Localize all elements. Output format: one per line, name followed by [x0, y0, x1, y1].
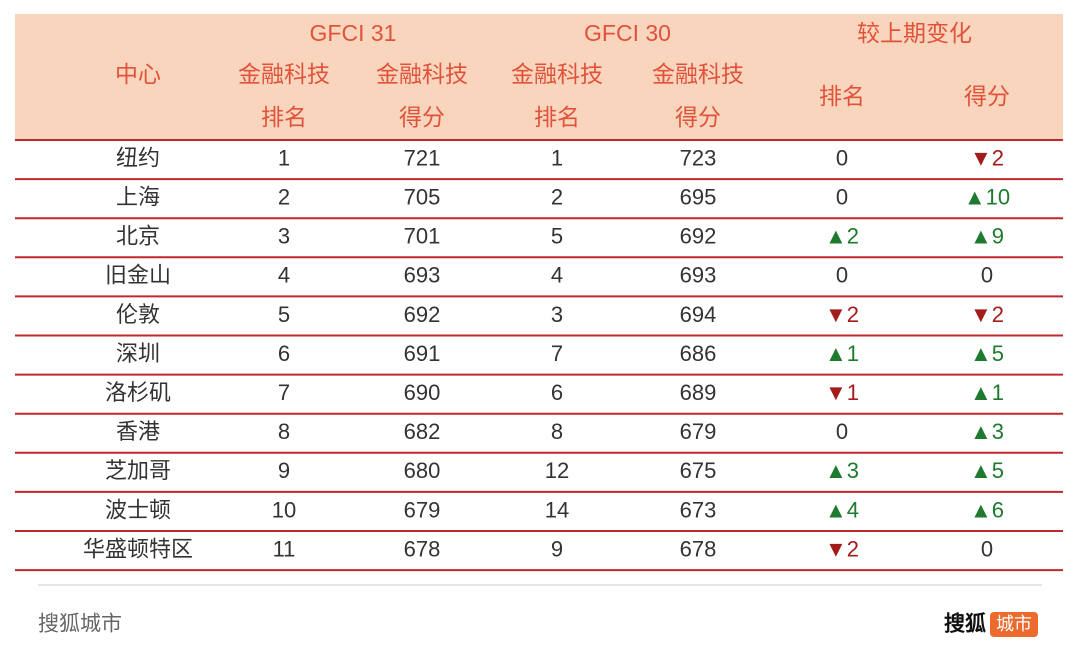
table-cell: 6 — [551, 380, 563, 405]
table-cell: 5 — [278, 302, 290, 327]
header-cell: 排名 — [819, 83, 865, 109]
header-cell: 排名 — [534, 104, 580, 130]
header-group: GFCI 30 — [584, 20, 671, 46]
header-background — [15, 14, 1063, 139]
table-cell: 723 — [680, 145, 717, 170]
table-cell: 北京 — [116, 224, 160, 249]
header-group: GFCI 31 — [310, 20, 397, 46]
table-cell: 693 — [680, 263, 717, 288]
table-cell: ▲3 — [825, 458, 859, 483]
table-cell: 深圳 — [116, 341, 160, 366]
table-cell: ▲10 — [964, 184, 1010, 209]
table-cell: ▲1 — [825, 341, 859, 366]
table-cell: 11 — [273, 536, 296, 561]
table-cell: 692 — [680, 224, 717, 249]
table-cell: 纽约 — [116, 145, 160, 170]
table-cell: 0 — [836, 419, 848, 444]
header-group: 较上期变化 — [857, 20, 972, 46]
table-cell: 0 — [836, 145, 848, 170]
logo-badge-text: 城市 — [996, 614, 1032, 634]
table-cell: 8 — [278, 419, 290, 444]
header-cell: 中心 — [115, 61, 161, 87]
table-cell: ▲5 — [970, 341, 1004, 366]
table-cell: 690 — [404, 380, 441, 405]
table-cell: ▲6 — [970, 497, 1004, 522]
table-cell: 华盛顿特区 — [83, 536, 193, 561]
table-cell: 692 — [404, 302, 441, 327]
table-cell: 686 — [680, 341, 717, 366]
table-cell: 680 — [404, 458, 441, 483]
table-cell: ▼2 — [825, 302, 859, 327]
logo-badge — [990, 612, 1038, 637]
table-cell: 波士顿 — [105, 497, 171, 522]
table-cell: 3 — [551, 302, 563, 327]
header-cell: 金融科技 — [511, 61, 603, 87]
table-cell: 679 — [680, 419, 717, 444]
table-cell: ▲9 — [970, 224, 1004, 249]
table-cell: 1 — [551, 145, 563, 170]
table-cell: 675 — [680, 458, 717, 483]
table-cell: 1 — [278, 145, 290, 170]
table-cell: 5 — [551, 224, 563, 249]
table-cell: ▼2 — [970, 145, 1004, 170]
table-cell: 7 — [278, 380, 290, 405]
table-cell: 678 — [680, 536, 717, 561]
table-cell: 695 — [680, 184, 717, 209]
table-cell: 694 — [680, 302, 717, 327]
table-cell: 0 — [981, 263, 993, 288]
table-cell: 香港 — [116, 419, 160, 444]
table-cell: 701 — [404, 224, 441, 249]
table-cell: 721 — [404, 145, 441, 170]
table-cell: 0 — [981, 536, 993, 561]
table-cell: 2 — [278, 184, 290, 209]
table-cell: ▲3 — [970, 419, 1004, 444]
table-cell: 2 — [551, 184, 563, 209]
table-cell: 旧金山 — [105, 263, 171, 288]
table-cell: 伦敦 — [116, 302, 160, 327]
table-cell: ▲2 — [825, 224, 859, 249]
table-cell: 12 — [545, 458, 569, 483]
table-cell: 4 — [551, 263, 563, 288]
table-cell: 洛杉矶 — [105, 380, 171, 405]
table-cell: 9 — [551, 536, 563, 561]
header-cell: 金融科技 — [376, 61, 468, 87]
table-cell: 8 — [551, 419, 563, 444]
table-cell: 679 — [404, 497, 441, 522]
table-cell: ▲5 — [970, 458, 1004, 483]
table-cell: 14 — [545, 497, 569, 522]
table-cell: 0 — [836, 184, 848, 209]
header-cell: 得分 — [675, 104, 721, 130]
table-cell: 3 — [278, 224, 290, 249]
table-cell: 6 — [278, 341, 290, 366]
table-cell: 682 — [404, 419, 441, 444]
table-cell: 691 — [404, 341, 441, 366]
table-cell: ▲1 — [970, 380, 1004, 405]
table-cell: 705 — [404, 184, 441, 209]
table-cell: 9 — [278, 458, 290, 483]
logo-text: 搜狐 — [944, 612, 986, 636]
table-cell: 689 — [680, 380, 717, 405]
table-cell: 10 — [272, 497, 296, 522]
table-cell: 693 — [404, 263, 441, 288]
table-cell: 芝加哥 — [105, 458, 171, 483]
header-cell: 排名 — [261, 104, 307, 130]
table-cell: ▲4 — [825, 497, 859, 522]
footer-source: 搜狐城市 — [38, 613, 122, 636]
table-cell: 678 — [404, 536, 441, 561]
header-cell: 金融科技 — [238, 61, 330, 87]
table-cell: 上海 — [116, 184, 160, 209]
table-cell: ▼2 — [970, 302, 1004, 327]
table-cell: 7 — [551, 341, 563, 366]
header-cell: 金融科技 — [652, 61, 744, 87]
table-cell: 673 — [680, 497, 717, 522]
header-cell: 得分 — [964, 83, 1010, 109]
table-cell: ▼1 — [825, 380, 859, 405]
table-cell: 0 — [836, 263, 848, 288]
table-cell: 4 — [278, 263, 290, 288]
header-cell: 得分 — [399, 104, 445, 130]
table-cell: ▼2 — [825, 536, 859, 561]
